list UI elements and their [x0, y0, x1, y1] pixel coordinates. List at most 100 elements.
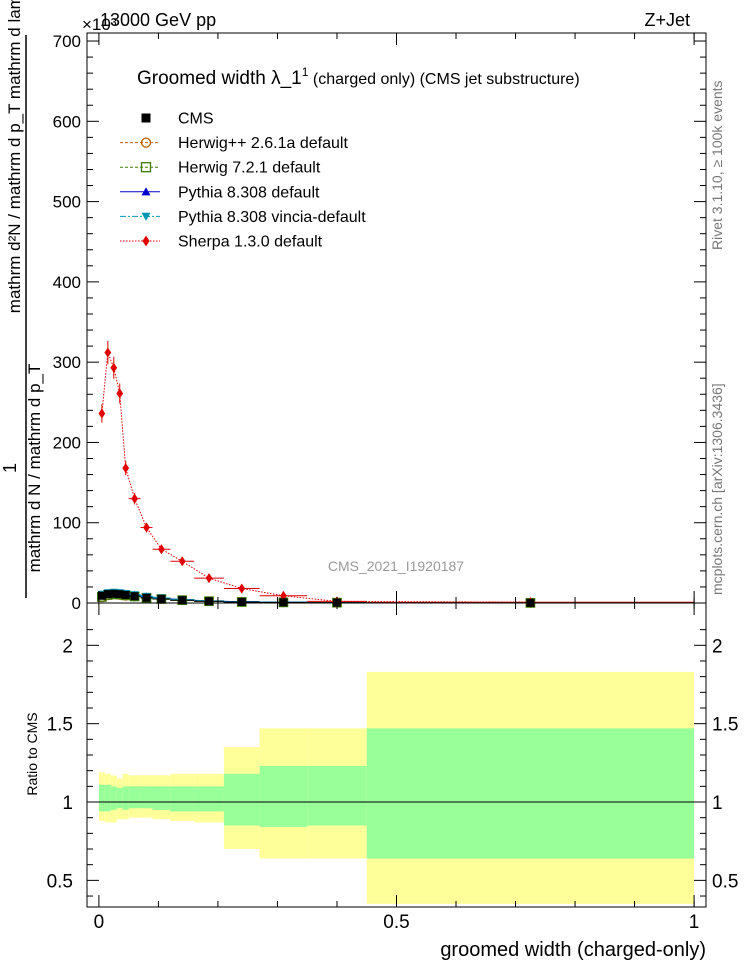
data-point	[280, 590, 287, 601]
header-process: Z+Jet	[644, 10, 690, 30]
data-point	[116, 388, 124, 399]
legend: CMS Herwig++ 2.6.1a default Herwig 7.2.1 d…	[120, 111, 366, 251]
main-panel: 0 100 200 300 400 500 600 700	[53, 32, 707, 613]
ratio-inner-band-bin	[140, 786, 153, 809]
legend-marker	[142, 235, 150, 247]
ratio-inner-band-bin	[152, 786, 171, 810]
legend-marker	[141, 113, 151, 123]
x-tick-label: 1	[689, 912, 700, 933]
legend-label: Pythia 8.308 vincia-default	[178, 209, 366, 226]
header-energy: 13000 GeV pp	[100, 10, 216, 30]
plot-title: Groomed width λ_11 (charged only) (CMS j…	[137, 65, 580, 89]
legend-label: CMS	[178, 111, 214, 128]
ratio-y-tick-label-right: 1.5	[712, 715, 738, 736]
series-pythia-8-308-vincia-default	[97, 588, 695, 608]
ratio-inner-band-bin	[128, 786, 141, 809]
data-point	[205, 597, 214, 606]
legend-item-herwig-7-2-1-default: Herwig 7.2.1 default	[120, 160, 321, 177]
plot-title-rest: (charged only) (CMS jet substructure)	[308, 71, 579, 88]
series-pythia-8-308-default	[97, 588, 695, 607]
main-y-ticks: 0 100 200 300 400 500 600 700	[53, 32, 706, 613]
y-exponent: ×10³	[82, 15, 117, 34]
data-point	[158, 544, 165, 555]
series-herwig-2-6-1a-default	[97, 589, 695, 608]
ratio-bands	[98, 671, 695, 904]
main-y-tick-label: 500	[53, 193, 81, 212]
legend-item-herwig-2-6-1a-default: Herwig++ 2.6.1a default	[120, 135, 348, 152]
data-point	[279, 598, 288, 607]
legend-marker	[140, 137, 152, 148]
data-point	[121, 590, 130, 599]
y-label-one: 1	[0, 463, 20, 473]
data-point	[143, 522, 150, 533]
data-point	[237, 597, 246, 606]
y-axis-label: 1 mathrm d N / mathrm d p_T mathrm d²N /…	[0, 0, 44, 598]
data-point	[178, 556, 186, 567]
legend-label: Sherpa 1.3.0 default	[178, 234, 323, 251]
data-point	[97, 591, 106, 600]
ratio-y-tick-label-right: 0.5	[712, 871, 738, 892]
data-point	[205, 573, 213, 584]
main-y-tick-label: 400	[53, 273, 81, 292]
ratio-y-tick-label-right: 2	[712, 636, 723, 657]
y-label-numerator: mathrm d²N / mathrm d p_T mathrm d lambd…	[5, 0, 24, 313]
legend-marker	[141, 187, 151, 196]
ratio-inner-band-bin	[223, 773, 260, 826]
ratio-y-tick-label: 2	[62, 636, 73, 657]
y-label-denominator: mathrm d N / mathrm d p_T	[25, 364, 44, 573]
ratio-inner-band-bin	[366, 728, 695, 859]
main-y-tick-label: 600	[53, 112, 81, 131]
series-herwig-7-2-1-default	[97, 589, 695, 608]
data-point	[115, 590, 124, 599]
ratio-y-tick-label: 1	[62, 793, 73, 814]
ratio-inner-band-bin	[307, 765, 367, 826]
x-tick-label: 0	[94, 912, 105, 933]
ratio-inner-band-bin	[104, 784, 111, 812]
ratio-inner-band-bin	[116, 787, 123, 809]
x-axis-ticks: 0 0.5 1	[94, 33, 700, 933]
data-point	[130, 592, 139, 601]
legend-item-pythia-8-308-default: Pythia 8.308 default	[120, 184, 320, 201]
legend-item-sherpa-1-3-0-default: Sherpa 1.3.0 default	[120, 234, 323, 251]
data-point	[103, 590, 112, 599]
series-line	[101, 352, 531, 603]
main-y-tick-label: 100	[53, 514, 81, 533]
ratio-inner-band-bin	[194, 786, 224, 812]
ratio-inner-band-bin	[98, 784, 105, 812]
plot-title-sup: 1	[302, 65, 309, 79]
data-point	[178, 596, 187, 605]
data-point	[131, 493, 138, 504]
series-cms	[97, 589, 695, 607]
mcplots-label: mcplots.cern.ch [arXiv:1306.3436]	[709, 383, 725, 595]
main-y-tick-label: 300	[53, 353, 81, 372]
data-point	[157, 594, 166, 603]
analysis-tag: CMS_2021_I1920187	[328, 558, 464, 574]
x-tick-label: 0.5	[383, 912, 409, 933]
data-point	[98, 408, 106, 419]
legend-item-cms: CMS	[141, 111, 214, 128]
ratio-inner-band-bin	[170, 786, 195, 812]
data-point	[142, 593, 151, 602]
ratio-inner-band-bin	[110, 786, 117, 810]
main-y-tick-label: 200	[53, 433, 81, 452]
rivet-label: Rivet 3.1.10, ≥ 100k events	[709, 80, 725, 250]
ratio-y-tick-label: 0.5	[47, 871, 73, 892]
data-point	[104, 347, 112, 358]
ratio-y-tick-label: 1.5	[47, 715, 73, 736]
ratio-inner-band-bin	[259, 765, 308, 828]
main-y-tick-label: 0	[72, 594, 81, 613]
ratio-y-tick-label-right: 1	[712, 793, 723, 814]
legend-marker	[140, 162, 152, 173]
data-point	[110, 362, 118, 373]
legend-label: Herwig++ 2.6.1a default	[178, 135, 348, 152]
ratio-y-ticks: 0.5 0.5 1 1 1.5 1.5 2 2	[47, 629, 738, 897]
legend-marker	[141, 212, 151, 221]
legend-label: Pythia 8.308 default	[178, 184, 320, 201]
data-point	[109, 589, 118, 598]
main-y-tick-label: 700	[53, 32, 81, 51]
ratio-inner-band-bin	[122, 786, 129, 810]
data-point	[238, 583, 246, 594]
data-point	[122, 463, 130, 474]
legend-label: Herwig 7.2.1 default	[178, 160, 321, 177]
